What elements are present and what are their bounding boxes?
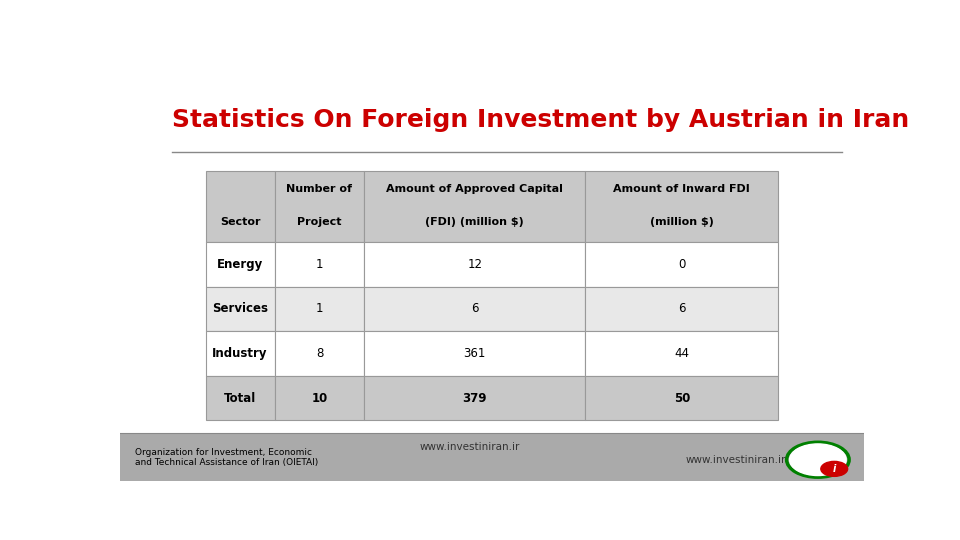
- Text: Services: Services: [212, 302, 268, 315]
- FancyBboxPatch shape: [205, 376, 275, 420]
- FancyBboxPatch shape: [275, 331, 364, 376]
- FancyBboxPatch shape: [364, 242, 586, 287]
- FancyBboxPatch shape: [364, 287, 586, 331]
- Circle shape: [789, 444, 846, 476]
- FancyBboxPatch shape: [586, 171, 779, 242]
- FancyBboxPatch shape: [586, 376, 779, 420]
- FancyBboxPatch shape: [364, 171, 586, 242]
- Text: 12: 12: [468, 258, 482, 271]
- FancyBboxPatch shape: [275, 287, 364, 331]
- FancyBboxPatch shape: [364, 331, 586, 376]
- Text: Amount of Approved Capital: Amount of Approved Capital: [386, 184, 564, 194]
- Circle shape: [821, 461, 848, 476]
- Text: www.investiniran.ir: www.investiniran.ir: [685, 455, 786, 465]
- Text: Amount of Inward FDI: Amount of Inward FDI: [613, 184, 750, 194]
- FancyBboxPatch shape: [205, 242, 275, 287]
- Text: (million $): (million $): [650, 217, 713, 227]
- Text: 10: 10: [311, 392, 327, 404]
- Text: 8: 8: [316, 347, 324, 360]
- Text: 0: 0: [678, 258, 685, 271]
- Text: Industry: Industry: [212, 347, 268, 360]
- FancyBboxPatch shape: [586, 287, 779, 331]
- Text: Organization for Investment, Economic
and Technical Assistance of Iran (OIETAI): Organization for Investment, Economic an…: [134, 448, 318, 467]
- Text: 6: 6: [471, 302, 478, 315]
- Text: 379: 379: [463, 392, 487, 404]
- FancyBboxPatch shape: [275, 376, 364, 420]
- Text: Statistics On Foreign Investment by Austrian in Iran: Statistics On Foreign Investment by Aust…: [172, 109, 909, 132]
- Text: 1: 1: [316, 258, 324, 271]
- FancyBboxPatch shape: [586, 242, 779, 287]
- FancyBboxPatch shape: [586, 331, 779, 376]
- Text: 6: 6: [678, 302, 685, 315]
- FancyBboxPatch shape: [205, 331, 275, 376]
- FancyBboxPatch shape: [120, 433, 864, 481]
- Text: 50: 50: [674, 392, 690, 404]
- Text: Total: Total: [224, 392, 256, 404]
- FancyBboxPatch shape: [364, 376, 586, 420]
- Text: Energy: Energy: [217, 258, 263, 271]
- Text: 361: 361: [464, 347, 486, 360]
- FancyBboxPatch shape: [275, 242, 364, 287]
- Text: Sector: Sector: [220, 217, 260, 227]
- FancyBboxPatch shape: [275, 171, 364, 242]
- Text: Number of: Number of: [286, 184, 352, 194]
- FancyBboxPatch shape: [205, 287, 275, 331]
- Text: www.investiniran.ir: www.investiniran.ir: [420, 442, 520, 453]
- Text: 1: 1: [316, 302, 324, 315]
- Text: (FDI) (million $): (FDI) (million $): [425, 217, 524, 227]
- FancyBboxPatch shape: [205, 171, 275, 242]
- Text: Project: Project: [298, 217, 342, 227]
- Text: 44: 44: [674, 347, 689, 360]
- Text: i: i: [832, 464, 836, 474]
